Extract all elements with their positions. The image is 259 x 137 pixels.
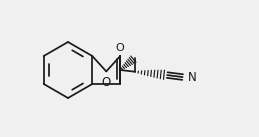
Text: O: O	[102, 76, 111, 89]
Text: N: N	[188, 71, 196, 84]
Text: O: O	[116, 43, 125, 53]
